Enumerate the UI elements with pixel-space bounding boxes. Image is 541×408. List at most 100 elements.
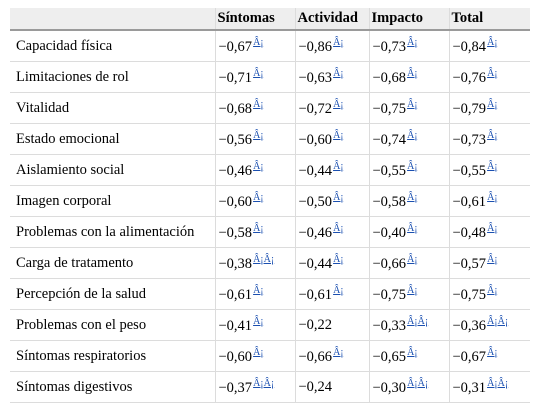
- table-cell: −0,73Â¡: [448, 123, 530, 155]
- cell-value: −0,61: [452, 193, 487, 210]
- table-cell: −0,36Â¡Â¡: [448, 309, 530, 341]
- cell-value: −0,71: [218, 69, 253, 86]
- footnote-link[interactable]: Â¡: [253, 346, 264, 358]
- footnote-link[interactable]: Â¡: [487, 346, 498, 358]
- footnote-link[interactable]: Â¡Â¡: [487, 315, 509, 327]
- cell-value: −0,76: [452, 69, 487, 86]
- row-label: Limitaciones de rol: [10, 61, 215, 93]
- footnote-link[interactable]: Â¡: [253, 36, 264, 48]
- footnote-link[interactable]: Â¡Â¡: [253, 253, 275, 265]
- row-label: Capacidad física: [10, 30, 215, 62]
- footnote-link[interactable]: Â¡: [407, 253, 418, 265]
- footnote-link[interactable]: Â¡: [253, 67, 264, 79]
- row-label: Estado emocional: [10, 123, 215, 155]
- footnote-link[interactable]: Â¡: [407, 36, 418, 48]
- footnote-link[interactable]: Â¡: [333, 222, 344, 234]
- footnote-link[interactable]: Â¡Â¡: [407, 315, 429, 327]
- table-cell: −0,84Â¡: [448, 30, 530, 62]
- header-empty: [10, 8, 215, 31]
- footnote-link[interactable]: Â¡: [253, 222, 264, 234]
- footnote-link[interactable]: Â¡: [407, 346, 418, 358]
- cell-value: −0,84: [452, 38, 487, 55]
- footnote-link[interactable]: Â¡: [333, 98, 344, 110]
- cell-value: −0,73: [452, 131, 487, 148]
- table-cell: −0,65Â¡: [368, 340, 449, 372]
- cell-value: −0,68: [372, 69, 407, 86]
- row-label: Síntomas respiratorios: [10, 340, 215, 372]
- table-cell: −0,75Â¡: [368, 278, 449, 310]
- row-label: Vitalidad: [10, 92, 215, 124]
- table-cell: −0,38Â¡Â¡: [214, 247, 295, 279]
- footnote-link[interactable]: Â¡: [333, 346, 344, 358]
- footnote-link[interactable]: Â¡: [253, 98, 264, 110]
- table-cell: −0,41Â¡: [214, 309, 295, 341]
- footnote-link[interactable]: Â¡: [333, 129, 344, 141]
- footnote-link[interactable]: Â¡: [407, 98, 418, 110]
- footnote-link[interactable]: Â¡: [407, 67, 418, 79]
- cell-value: −0,41: [218, 317, 253, 334]
- footnote-link[interactable]: Â¡: [487, 222, 498, 234]
- cell-value: −0,55: [372, 162, 407, 179]
- cell-value: −0,75: [372, 100, 407, 117]
- table-cell: −0,46Â¡: [214, 154, 295, 186]
- footnote-link[interactable]: Â¡: [407, 160, 418, 172]
- cell-value: −0,36: [452, 317, 487, 334]
- cell-value: −0,40: [372, 224, 407, 241]
- table-cell: −0,72Â¡: [294, 92, 369, 124]
- cell-value: −0,66: [372, 255, 407, 272]
- footnote-link[interactable]: Â¡: [407, 129, 418, 141]
- footnote-link[interactable]: Â¡: [333, 67, 344, 79]
- footnote-link[interactable]: Â¡: [407, 222, 418, 234]
- table-cell: −0,55Â¡: [368, 154, 449, 186]
- footnote-link[interactable]: Â¡: [253, 129, 264, 141]
- cell-value: −0,24: [298, 378, 333, 395]
- table-cell: −0,33Â¡Â¡: [368, 309, 449, 341]
- footnote-link[interactable]: Â¡: [487, 160, 498, 172]
- footnote-link[interactable]: Â¡: [333, 284, 344, 296]
- table-cell: −0,86Â¡: [294, 30, 369, 62]
- footnote-link[interactable]: Â¡Â¡: [407, 377, 429, 389]
- table-cell: −0,55Â¡: [448, 154, 530, 186]
- footnote-link[interactable]: Â¡: [253, 284, 264, 296]
- footnote-link[interactable]: Â¡: [333, 36, 344, 48]
- footnote-link[interactable]: Â¡: [333, 253, 344, 265]
- header-total: Total: [448, 8, 530, 31]
- footnote-link[interactable]: Â¡: [487, 191, 498, 203]
- footnote-link[interactable]: Â¡: [487, 253, 498, 265]
- cell-value: −0,48: [452, 224, 487, 241]
- table-cell: −0,56Â¡: [214, 123, 295, 155]
- footnote-link[interactable]: Â¡: [253, 315, 264, 327]
- table-cell: −0,61Â¡: [448, 185, 530, 217]
- footnote-link[interactable]: Â¡: [407, 284, 418, 296]
- row-label: Percepción de la salud: [10, 278, 215, 310]
- footnote-link[interactable]: Â¡: [333, 160, 344, 172]
- footnote-link[interactable]: Â¡Â¡: [253, 377, 275, 389]
- cell-value: −0,86: [298, 38, 333, 55]
- table-row: Problemas con el peso −0,41Â¡ −0,22 −0,33Â¡…: [10, 309, 530, 341]
- footnote-link[interactable]: Â¡: [487, 36, 498, 48]
- footnote-link[interactable]: Â¡: [487, 98, 498, 110]
- cell-value: −0,58: [218, 224, 253, 241]
- footnote-link[interactable]: Â¡: [253, 160, 264, 172]
- table-row: Percepción de la salud −0,61Â¡ −0,61Â¡ −0,7…: [10, 278, 530, 310]
- cell-value: −0,74: [372, 131, 407, 148]
- footnote-link[interactable]: Â¡: [333, 191, 344, 203]
- table-cell: −0,46Â¡: [294, 216, 369, 248]
- cell-value: −0,66: [298, 348, 333, 365]
- footnote-link[interactable]: Â¡: [253, 191, 264, 203]
- cell-value: −0,44: [298, 255, 333, 272]
- footnote-link[interactable]: Â¡: [487, 67, 498, 79]
- cell-value: −0,73: [372, 38, 407, 55]
- table-cell: −0,71Â¡: [214, 61, 295, 93]
- cell-value: −0,58: [372, 193, 407, 210]
- table-row: Estado emocional −0,56Â¡ −0,60Â¡ −0,74Â¡ −0,…: [10, 123, 530, 155]
- table-cell: −0,73Â¡: [368, 30, 449, 62]
- cell-value: −0,63: [298, 69, 333, 86]
- table-cell: −0,31Â¡Â¡: [448, 371, 530, 403]
- footnote-link[interactable]: Â¡Â¡: [487, 377, 509, 389]
- cell-value: −0,55: [452, 162, 487, 179]
- cell-value: −0,60: [218, 348, 253, 365]
- footnote-link[interactable]: Â¡: [487, 129, 498, 141]
- footnote-link[interactable]: Â¡: [487, 284, 498, 296]
- footnote-link[interactable]: Â¡: [407, 191, 418, 203]
